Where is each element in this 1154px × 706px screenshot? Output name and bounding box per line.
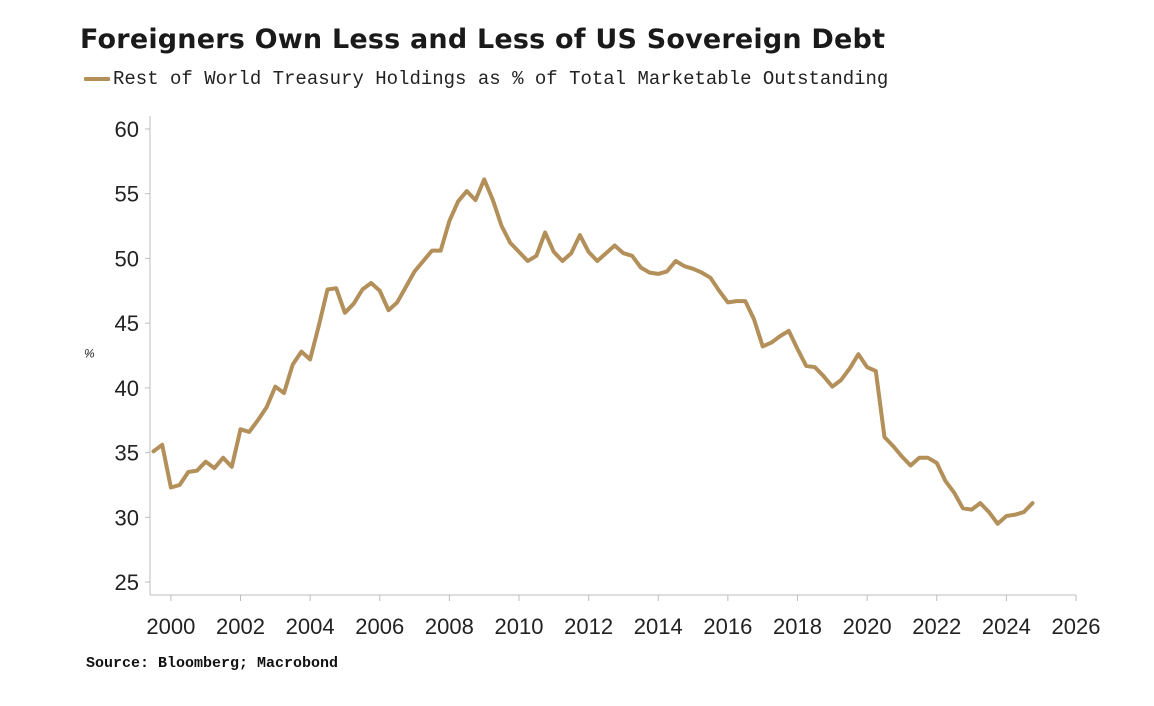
x-tick-label: 2008 — [425, 614, 474, 639]
x-tick-label: 2006 — [355, 614, 404, 639]
y-tick-label: 35 — [115, 441, 139, 466]
x-tick-label: 2016 — [703, 614, 752, 639]
legend: Rest of World Treasury Holdings as % of … — [84, 68, 888, 90]
legend-swatch — [84, 77, 110, 81]
x-tick-label: 2014 — [634, 614, 683, 639]
series-line — [151, 177, 1035, 526]
x-tick-label: 2022 — [912, 614, 961, 639]
x-tick-label: 2002 — [216, 614, 265, 639]
y-tick-label: 55 — [115, 182, 139, 207]
x-tick-label: 2012 — [564, 614, 613, 639]
x-tick-label: 2024 — [982, 614, 1031, 639]
source-note: Source: Bloomberg; Macrobond — [86, 655, 339, 672]
x-tick-label: 2004 — [286, 614, 335, 639]
x-tick-label: 2026 — [1052, 614, 1101, 639]
chart-title: Foreigners Own Less and Less of US Sover… — [80, 24, 886, 55]
y-tick-label: 40 — [115, 376, 139, 401]
y-tick-label: 25 — [115, 570, 139, 595]
y-tick-label: 60 — [115, 117, 139, 142]
legend-label: Rest of World Treasury Holdings as % of … — [113, 68, 889, 90]
x-tick-label: 2010 — [495, 614, 544, 639]
y-tick-label: 45 — [115, 311, 139, 336]
x-tick-label: 2018 — [773, 614, 822, 639]
y-tick-label: 30 — [115, 505, 139, 530]
x-tick-label: 2000 — [146, 614, 195, 639]
y-tick-label: 50 — [115, 246, 139, 271]
x-tick-label: 2020 — [843, 614, 892, 639]
y-axis-label: % — [84, 347, 95, 361]
